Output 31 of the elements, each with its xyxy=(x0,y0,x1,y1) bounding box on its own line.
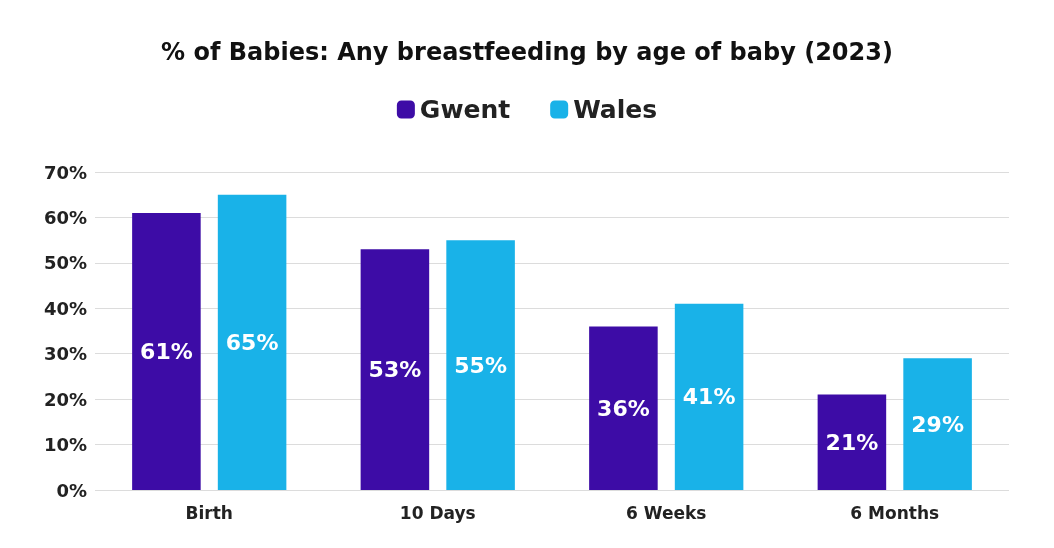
bar xyxy=(446,240,515,490)
y-tick-label: 70% xyxy=(43,161,87,183)
x-tick-label: 6 Weeks xyxy=(626,502,707,523)
y-tick-label: 30% xyxy=(43,343,87,365)
bar xyxy=(132,212,201,490)
bar xyxy=(217,194,287,490)
bar xyxy=(817,394,887,490)
data-label: 29% xyxy=(911,411,964,437)
y-tick-label: 0% xyxy=(56,479,87,501)
data-label: 65% xyxy=(225,329,279,355)
y-tick-label: 50% xyxy=(43,252,87,274)
bar xyxy=(903,358,972,490)
x-tick-label: 10 Days xyxy=(399,502,476,523)
legend-label: Gwent xyxy=(419,95,511,124)
data-label: 21% xyxy=(825,429,879,455)
y-tick-label: 20% xyxy=(43,388,87,410)
bar xyxy=(589,326,658,490)
y-tick-label: 60% xyxy=(43,206,87,228)
data-label: 53% xyxy=(368,357,422,383)
y-tick-label: 10% xyxy=(43,434,87,456)
bar xyxy=(360,249,430,490)
data-label: 36% xyxy=(597,395,650,421)
data-label: 41% xyxy=(682,384,736,410)
data-label: 55% xyxy=(454,352,507,378)
chart-title: % of Babies: Any breastfeeding by age of baby (2023) xyxy=(161,38,893,66)
y-tick-label: 40% xyxy=(43,297,87,319)
data-label: 61% xyxy=(140,338,193,364)
x-tick-label: 6 Months xyxy=(850,502,940,523)
x-tick-label: Birth xyxy=(185,502,233,523)
bar xyxy=(674,303,744,490)
legend-label: Wales xyxy=(573,95,658,124)
